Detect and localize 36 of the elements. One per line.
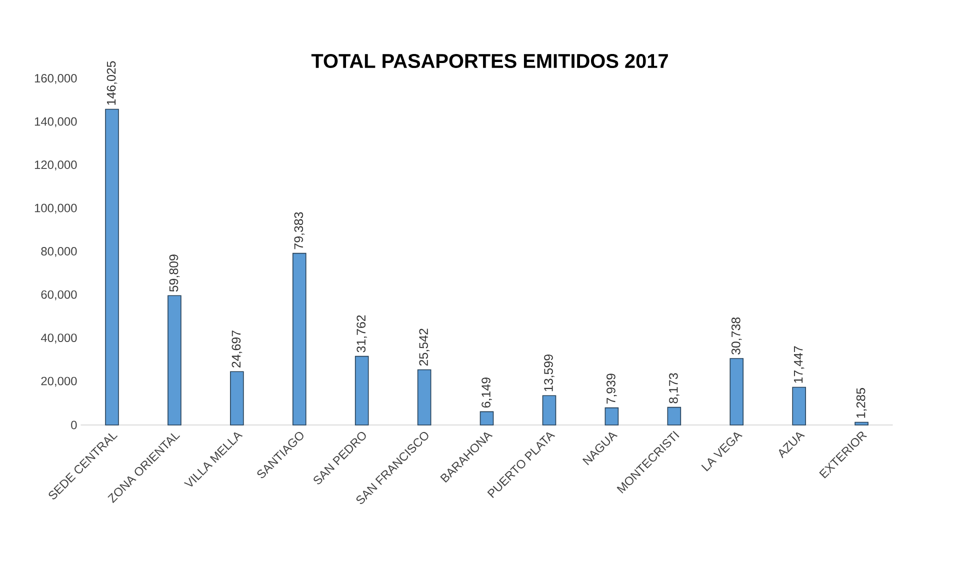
- data-label: 25,542: [419, 328, 430, 366]
- data-label: 17,447: [794, 346, 804, 383]
- data-label: 8,173: [669, 373, 680, 404]
- bar: [105, 108, 119, 426]
- y-tick-label: 0: [71, 420, 77, 430]
- data-label: 1,285: [856, 388, 867, 418]
- chart-title: TOTAL PASAPORTES EMITIDOS 2017: [311, 54, 668, 68]
- bar: [417, 369, 432, 426]
- bar: [667, 406, 682, 426]
- data-label: 146,025: [106, 61, 118, 105]
- y-tick-label: 160,000: [34, 74, 77, 84]
- bar: [604, 407, 619, 426]
- y-tick-label: 40,000: [40, 334, 77, 344]
- y-tick-label: 140,000: [34, 117, 77, 128]
- bar: [230, 371, 244, 426]
- bar: [792, 386, 806, 426]
- bar: [292, 252, 306, 426]
- bar: [354, 356, 369, 426]
- data-label: 6,149: [482, 378, 492, 408]
- y-tick-label: 80,000: [41, 247, 77, 257]
- bar: [480, 411, 494, 426]
- y-tick-label: 100,000: [34, 204, 77, 214]
- y-tick-label: 120,000: [34, 160, 77, 170]
- bar: [542, 395, 556, 426]
- y-tick-label: 20,000: [41, 376, 77, 387]
- data-label: 7,939: [606, 374, 617, 404]
- data-label: 79,383: [294, 212, 305, 250]
- y-tick-label: 60,000: [41, 290, 77, 300]
- data-label: 30,738: [731, 317, 742, 355]
- bar: [730, 358, 744, 426]
- data-label: 31,762: [356, 315, 367, 352]
- data-label: 24,697: [232, 330, 242, 368]
- bar: [168, 295, 182, 426]
- data-label: 13,599: [544, 354, 554, 392]
- data-label: 59,809: [169, 254, 180, 292]
- bar: [854, 422, 868, 426]
